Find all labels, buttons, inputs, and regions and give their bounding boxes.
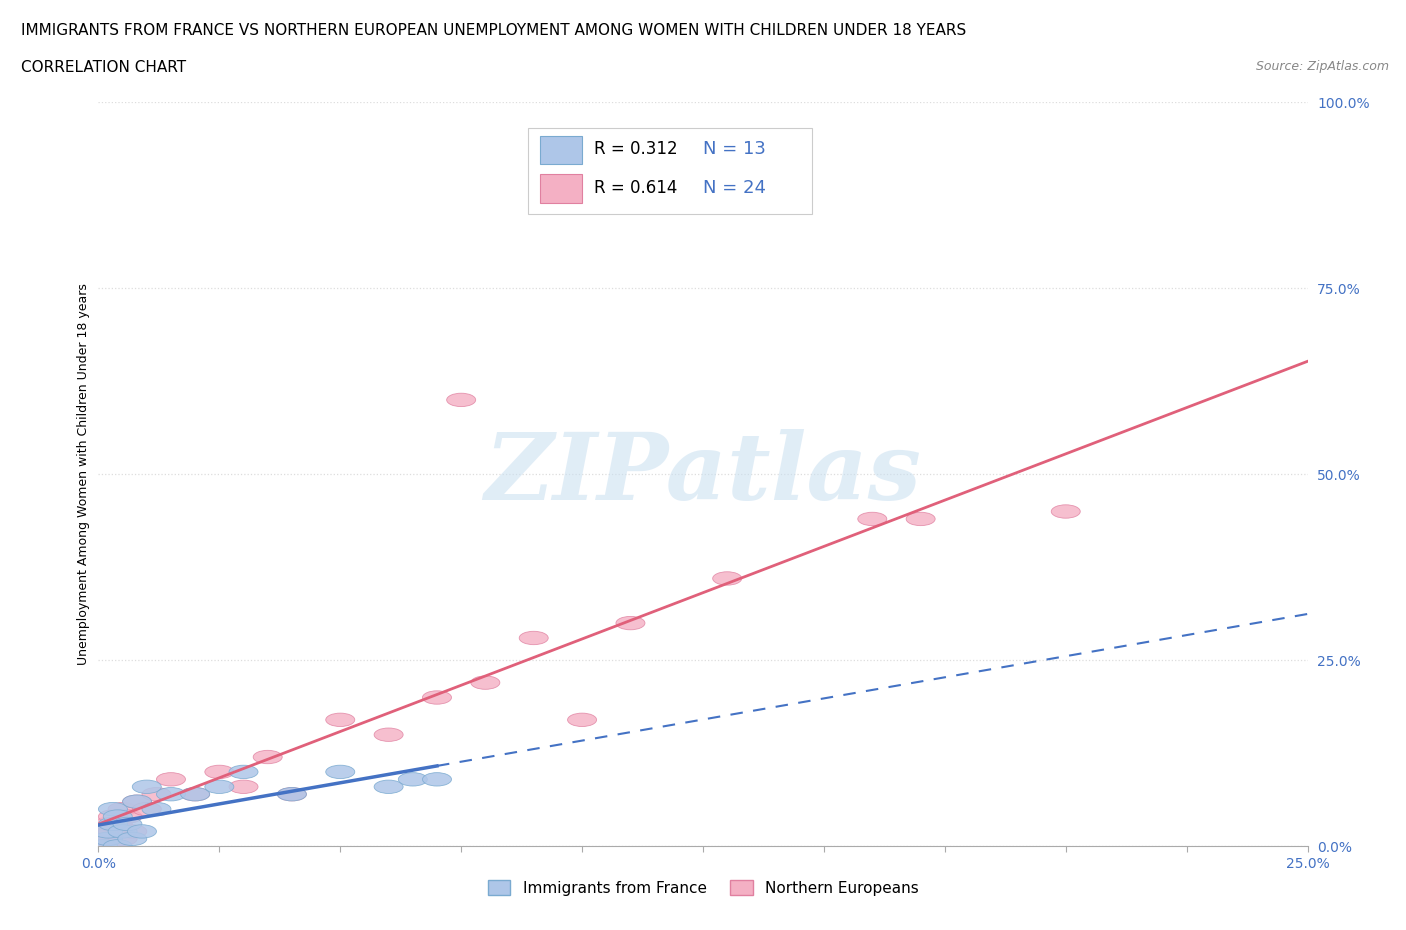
- Ellipse shape: [142, 803, 172, 816]
- Text: N = 24: N = 24: [703, 179, 766, 197]
- Ellipse shape: [1052, 505, 1080, 518]
- Ellipse shape: [122, 795, 152, 808]
- Ellipse shape: [422, 773, 451, 786]
- Text: Source: ZipAtlas.com: Source: ZipAtlas.com: [1256, 60, 1389, 73]
- Ellipse shape: [205, 765, 233, 778]
- Ellipse shape: [858, 512, 887, 525]
- Text: N = 13: N = 13: [703, 140, 766, 158]
- FancyBboxPatch shape: [527, 128, 811, 214]
- Text: CORRELATION CHART: CORRELATION CHART: [21, 60, 186, 75]
- Text: R = 0.312: R = 0.312: [595, 140, 678, 158]
- Ellipse shape: [128, 825, 156, 838]
- Ellipse shape: [108, 803, 138, 816]
- Ellipse shape: [180, 788, 209, 801]
- Ellipse shape: [156, 773, 186, 786]
- Ellipse shape: [89, 840, 118, 853]
- Ellipse shape: [398, 773, 427, 786]
- Ellipse shape: [374, 780, 404, 793]
- Ellipse shape: [229, 765, 259, 778]
- Ellipse shape: [229, 780, 259, 793]
- Ellipse shape: [89, 840, 118, 853]
- Ellipse shape: [253, 751, 283, 764]
- Ellipse shape: [94, 832, 122, 845]
- Ellipse shape: [89, 825, 118, 838]
- Ellipse shape: [118, 832, 146, 845]
- Ellipse shape: [132, 803, 162, 816]
- FancyBboxPatch shape: [540, 175, 582, 203]
- FancyBboxPatch shape: [540, 136, 582, 164]
- Ellipse shape: [277, 788, 307, 801]
- Ellipse shape: [156, 788, 186, 801]
- Ellipse shape: [98, 817, 128, 830]
- Ellipse shape: [98, 810, 128, 823]
- Ellipse shape: [374, 728, 404, 741]
- Ellipse shape: [112, 810, 142, 823]
- Ellipse shape: [98, 803, 128, 816]
- Ellipse shape: [118, 825, 146, 838]
- Ellipse shape: [447, 393, 475, 406]
- Ellipse shape: [103, 810, 132, 823]
- Ellipse shape: [112, 817, 142, 830]
- Ellipse shape: [122, 795, 152, 808]
- Ellipse shape: [94, 832, 122, 845]
- Ellipse shape: [108, 832, 138, 845]
- Ellipse shape: [108, 825, 138, 838]
- Ellipse shape: [422, 691, 451, 704]
- Legend: Immigrants from France, Northern Europeans: Immigrants from France, Northern Europea…: [481, 873, 925, 902]
- Ellipse shape: [103, 817, 132, 830]
- Ellipse shape: [205, 780, 233, 793]
- Text: IMMIGRANTS FROM FRANCE VS NORTHERN EUROPEAN UNEMPLOYMENT AMONG WOMEN WITH CHILDR: IMMIGRANTS FROM FRANCE VS NORTHERN EUROP…: [21, 23, 966, 38]
- Ellipse shape: [94, 825, 122, 838]
- Ellipse shape: [471, 676, 501, 689]
- Ellipse shape: [568, 713, 596, 726]
- Ellipse shape: [905, 512, 935, 525]
- Ellipse shape: [326, 713, 354, 726]
- Ellipse shape: [616, 617, 645, 630]
- Ellipse shape: [103, 840, 132, 853]
- Ellipse shape: [94, 817, 122, 830]
- Ellipse shape: [132, 780, 162, 793]
- Ellipse shape: [180, 788, 209, 801]
- Ellipse shape: [98, 825, 128, 838]
- Text: ZIPatlas: ZIPatlas: [485, 430, 921, 519]
- Ellipse shape: [519, 631, 548, 644]
- Ellipse shape: [326, 765, 354, 778]
- Ellipse shape: [277, 788, 307, 801]
- Ellipse shape: [142, 788, 172, 801]
- Text: R = 0.614: R = 0.614: [595, 179, 678, 197]
- Y-axis label: Unemployment Among Women with Children Under 18 years: Unemployment Among Women with Children U…: [77, 284, 90, 665]
- Ellipse shape: [713, 572, 742, 585]
